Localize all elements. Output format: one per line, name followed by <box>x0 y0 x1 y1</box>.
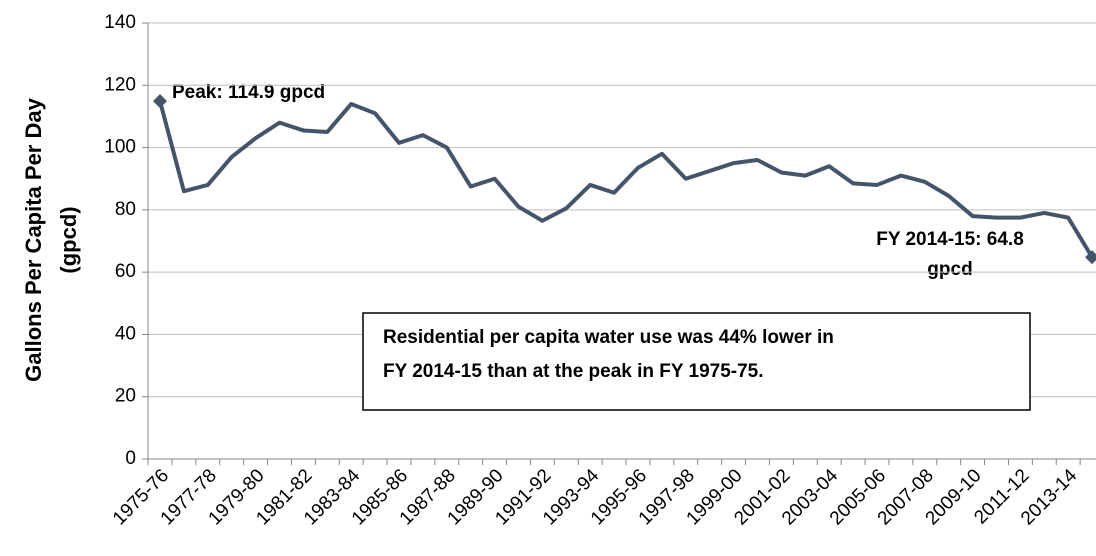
end-label: gpcd <box>927 259 972 280</box>
y-tick-label: 20 <box>115 386 136 407</box>
marker <box>1085 250 1096 265</box>
note-box <box>362 312 1031 411</box>
y-axis-title: Gallons Per Capita Per Day <box>21 97 46 381</box>
data-line <box>158 100 1094 259</box>
note-text: Residential per capita water use was 44%… <box>383 327 834 348</box>
y-tick-label: 100 <box>104 137 136 158</box>
y-tick-label: 0 <box>125 448 136 469</box>
y-tick-label: 140 <box>104 12 136 33</box>
y-tick-label: 120 <box>104 74 136 95</box>
y-tick-label: 40 <box>115 323 136 344</box>
marker <box>153 94 167 109</box>
y-axis-title: (gpcd) <box>56 206 81 273</box>
end-label: FY 2014-15: 64.8 <box>876 229 1024 250</box>
peak-label: Peak: 114.9 gpcd <box>172 82 325 103</box>
y-tick-label: 80 <box>115 199 136 220</box>
y-tick-label: 60 <box>115 261 136 282</box>
note-text: FY 2014-15 than at the peak in FY 1975-7… <box>383 361 764 382</box>
